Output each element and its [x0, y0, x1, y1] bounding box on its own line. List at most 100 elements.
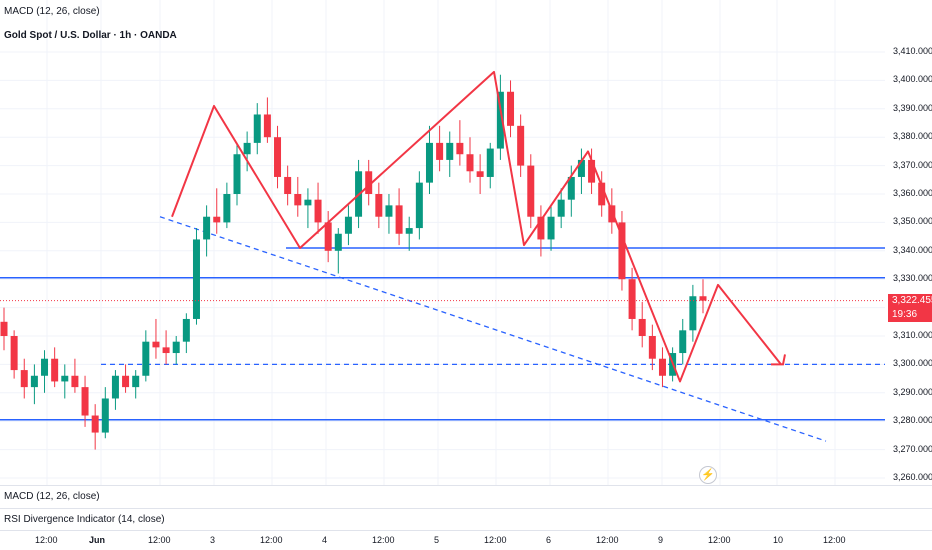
- candle-body: [496, 91, 504, 149]
- y-tick-label: 3,410.000: [893, 46, 932, 56]
- candle: [284, 165, 292, 206]
- candle: [111, 370, 119, 410]
- x-tick-label: 12:00: [708, 535, 731, 545]
- current-price-tag: 3,322.455 19:36: [888, 294, 932, 322]
- candle: [415, 171, 423, 240]
- candle: [20, 358, 28, 399]
- candle: [648, 324, 656, 371]
- y-tick-label: 3,330.000: [893, 273, 932, 284]
- pane-separator-macd[interactable]: [0, 485, 932, 486]
- candle-body: [223, 194, 231, 223]
- candle: [172, 336, 180, 365]
- candle: [162, 330, 170, 365]
- candle: [91, 404, 99, 450]
- candle: [304, 188, 312, 229]
- candle: [577, 148, 585, 194]
- x-tick-label: 12:00: [484, 535, 507, 545]
- candle-body: [284, 176, 292, 194]
- candle-body: [648, 336, 656, 359]
- current-price-value: 3,322.455: [892, 295, 932, 306]
- candle-body: [395, 205, 403, 234]
- x-tick-label: Jun: [89, 535, 106, 545]
- candle: [41, 350, 49, 393]
- candle: [192, 228, 200, 325]
- x-tick-label: 6: [546, 535, 552, 545]
- symbol-title: Gold Spot / U.S. Dollar · 1h · OANDA: [4, 30, 177, 41]
- candle: [223, 182, 231, 229]
- candle: [446, 131, 454, 177]
- y-tick-label: 3,290.000: [893, 386, 932, 397]
- candle-body: [203, 216, 211, 240]
- candle-body: [0, 321, 8, 336]
- candle-body: [537, 216, 545, 240]
- candle: [476, 154, 484, 194]
- candle-body: [71, 375, 79, 388]
- candle-body: [61, 375, 69, 382]
- candle-body: [243, 142, 251, 155]
- candle: [658, 347, 666, 388]
- candle-body: [10, 336, 18, 371]
- candle: [628, 267, 636, 331]
- candle-body: [304, 199, 312, 206]
- candle: [253, 103, 261, 155]
- candle-body: [101, 398, 109, 433]
- candle: [507, 80, 515, 138]
- candle-body: [375, 194, 383, 217]
- y-tick-label: 3,390.000: [893, 102, 932, 113]
- candle-body: [334, 233, 342, 251]
- candle: [30, 364, 38, 405]
- candle-body: [253, 114, 261, 143]
- candle-body: [192, 239, 200, 319]
- candle-body: [588, 159, 596, 183]
- candle-body: [41, 358, 49, 376]
- y-tick-label: 3,270.000: [893, 443, 932, 454]
- candle-body: [517, 125, 525, 166]
- candle: [122, 364, 130, 393]
- x-tick-label: 5: [434, 535, 440, 545]
- y-tick-label: 3,400.000: [893, 74, 932, 85]
- candle-body: [608, 205, 616, 223]
- candle: [51, 347, 59, 388]
- y-tick-label: 3,340.000: [893, 244, 932, 255]
- candle: [213, 188, 221, 234]
- pane-separator-rsi[interactable]: [0, 508, 932, 509]
- candle-body: [618, 222, 626, 280]
- candle: [0, 307, 8, 351]
- candle: [527, 154, 535, 229]
- zigzag-line: [171, 70, 782, 383]
- candle: [598, 171, 606, 217]
- rsi-pane-label: RSI Divergence Indicator (14, close): [4, 514, 165, 525]
- candle-body: [486, 148, 494, 177]
- candle: [365, 159, 373, 206]
- candle: [486, 142, 494, 189]
- x-tick-label: 12:00: [596, 535, 619, 545]
- x-tick-label: 12:00: [260, 535, 283, 545]
- candle-body: [111, 375, 119, 399]
- dashed-trendline: [159, 216, 827, 442]
- candle: [466, 137, 474, 183]
- y-tick-label: 3,370.000: [893, 159, 932, 170]
- candle-body: [365, 171, 373, 194]
- lightning-alert-icon[interactable]: ⚡: [699, 466, 717, 484]
- candle-body: [628, 279, 636, 319]
- candle: [61, 364, 69, 399]
- candle-body: [658, 358, 666, 376]
- candle: [496, 74, 504, 160]
- candle-body: [425, 142, 433, 183]
- x-tick-label: 12:00: [35, 535, 58, 545]
- candle-body: [142, 341, 150, 376]
- candle: [679, 318, 687, 365]
- candle-body: [91, 415, 99, 433]
- candle: [203, 205, 211, 257]
- y-tick-label: 3,360.000: [893, 188, 932, 198]
- y-tick-label: 3,260.000: [893, 472, 932, 482]
- trend-lines: [159, 216, 827, 442]
- candle-body: [152, 341, 160, 348]
- candle-body: [263, 114, 271, 138]
- y-tick-label: 3,380.000: [893, 131, 932, 142]
- candle: [618, 211, 626, 291]
- candle: [81, 375, 89, 427]
- candle-body: [51, 358, 59, 382]
